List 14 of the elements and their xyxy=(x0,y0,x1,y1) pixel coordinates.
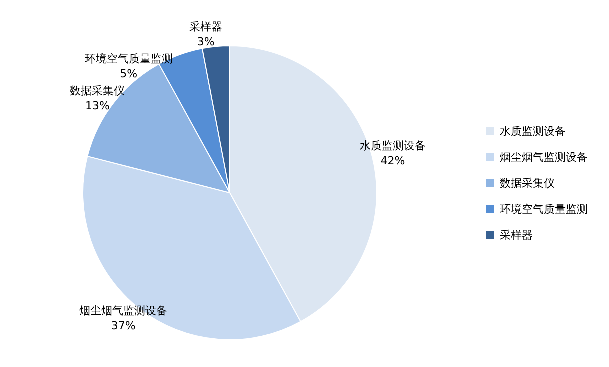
legend-label: 环境空气质量监测 xyxy=(500,203,588,216)
legend-label: 烟尘烟气监测设备 xyxy=(500,151,588,164)
data-label: 42% xyxy=(380,154,406,168)
legend-label: 数据采集仪 xyxy=(500,177,555,190)
slice-label: 水质监测设备 xyxy=(360,139,426,152)
data-label: 5% xyxy=(120,68,138,81)
slice-label: 数据采集仪 xyxy=(70,84,126,98)
data-label: 3% xyxy=(197,36,215,49)
legend-label: 水质监测设备 xyxy=(500,125,566,138)
slice-label: 采样器 xyxy=(190,20,223,34)
data-label: 13% xyxy=(86,100,110,113)
slice-label: 烟尘烟气监测设备 xyxy=(80,304,168,318)
legend-label: 采样器 xyxy=(500,229,533,242)
data-label: 37% xyxy=(111,320,136,333)
